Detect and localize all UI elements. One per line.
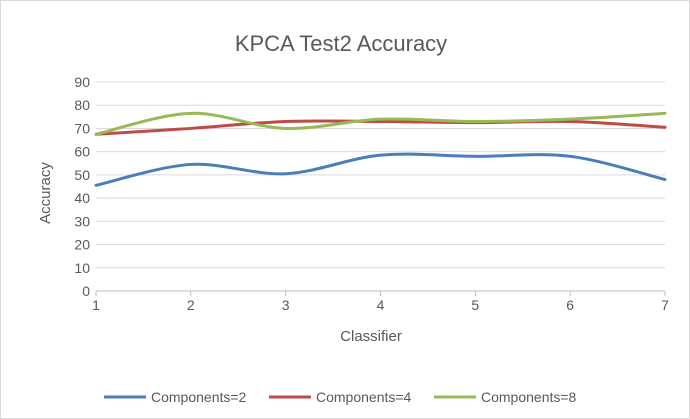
y-tick-label: 0 [82,283,90,299]
y-tick-label: 50 [74,167,90,183]
chart-title: KPCA Test2 Accuracy [235,31,447,56]
y-tick-label: 40 [74,190,90,206]
legend: Components=2 Components=4 Components=8 [104,389,577,405]
x-axis-label: Classifier [340,328,402,345]
y-tick-label: 70 [74,120,90,136]
y-axis-label: Accuracy [37,162,54,224]
x-tick-label: 4 [377,297,385,313]
y-tick-label: 10 [74,260,90,276]
x-tick-label: 3 [282,297,290,313]
legend-label: Components=4 [316,389,412,405]
series-lines [94,111,667,187]
x-tick-label: 1 [92,297,100,313]
y-tick-label: 90 [74,74,90,90]
x-tick-label: 6 [566,297,574,313]
series-line [94,111,667,136]
x-tick-label: 7 [661,297,669,313]
x-tick-label: 5 [471,297,479,313]
y-tick-labels: 0 10 20 30 40 50 60 70 80 90 [74,74,90,299]
legend-label: Components=2 [151,389,247,405]
y-tick-label: 80 [74,97,90,113]
x-tick-label: 2 [187,297,195,313]
y-tick-label: 20 [74,237,90,253]
legend-label: Components=8 [481,389,577,405]
series-line [94,152,667,187]
x-tick-labels: 1 2 3 4 5 6 7 [92,297,669,313]
y-tick-label: 60 [74,144,90,160]
y-tick-label: 30 [74,213,90,229]
gridlines [95,81,666,296]
series-line [94,119,667,136]
